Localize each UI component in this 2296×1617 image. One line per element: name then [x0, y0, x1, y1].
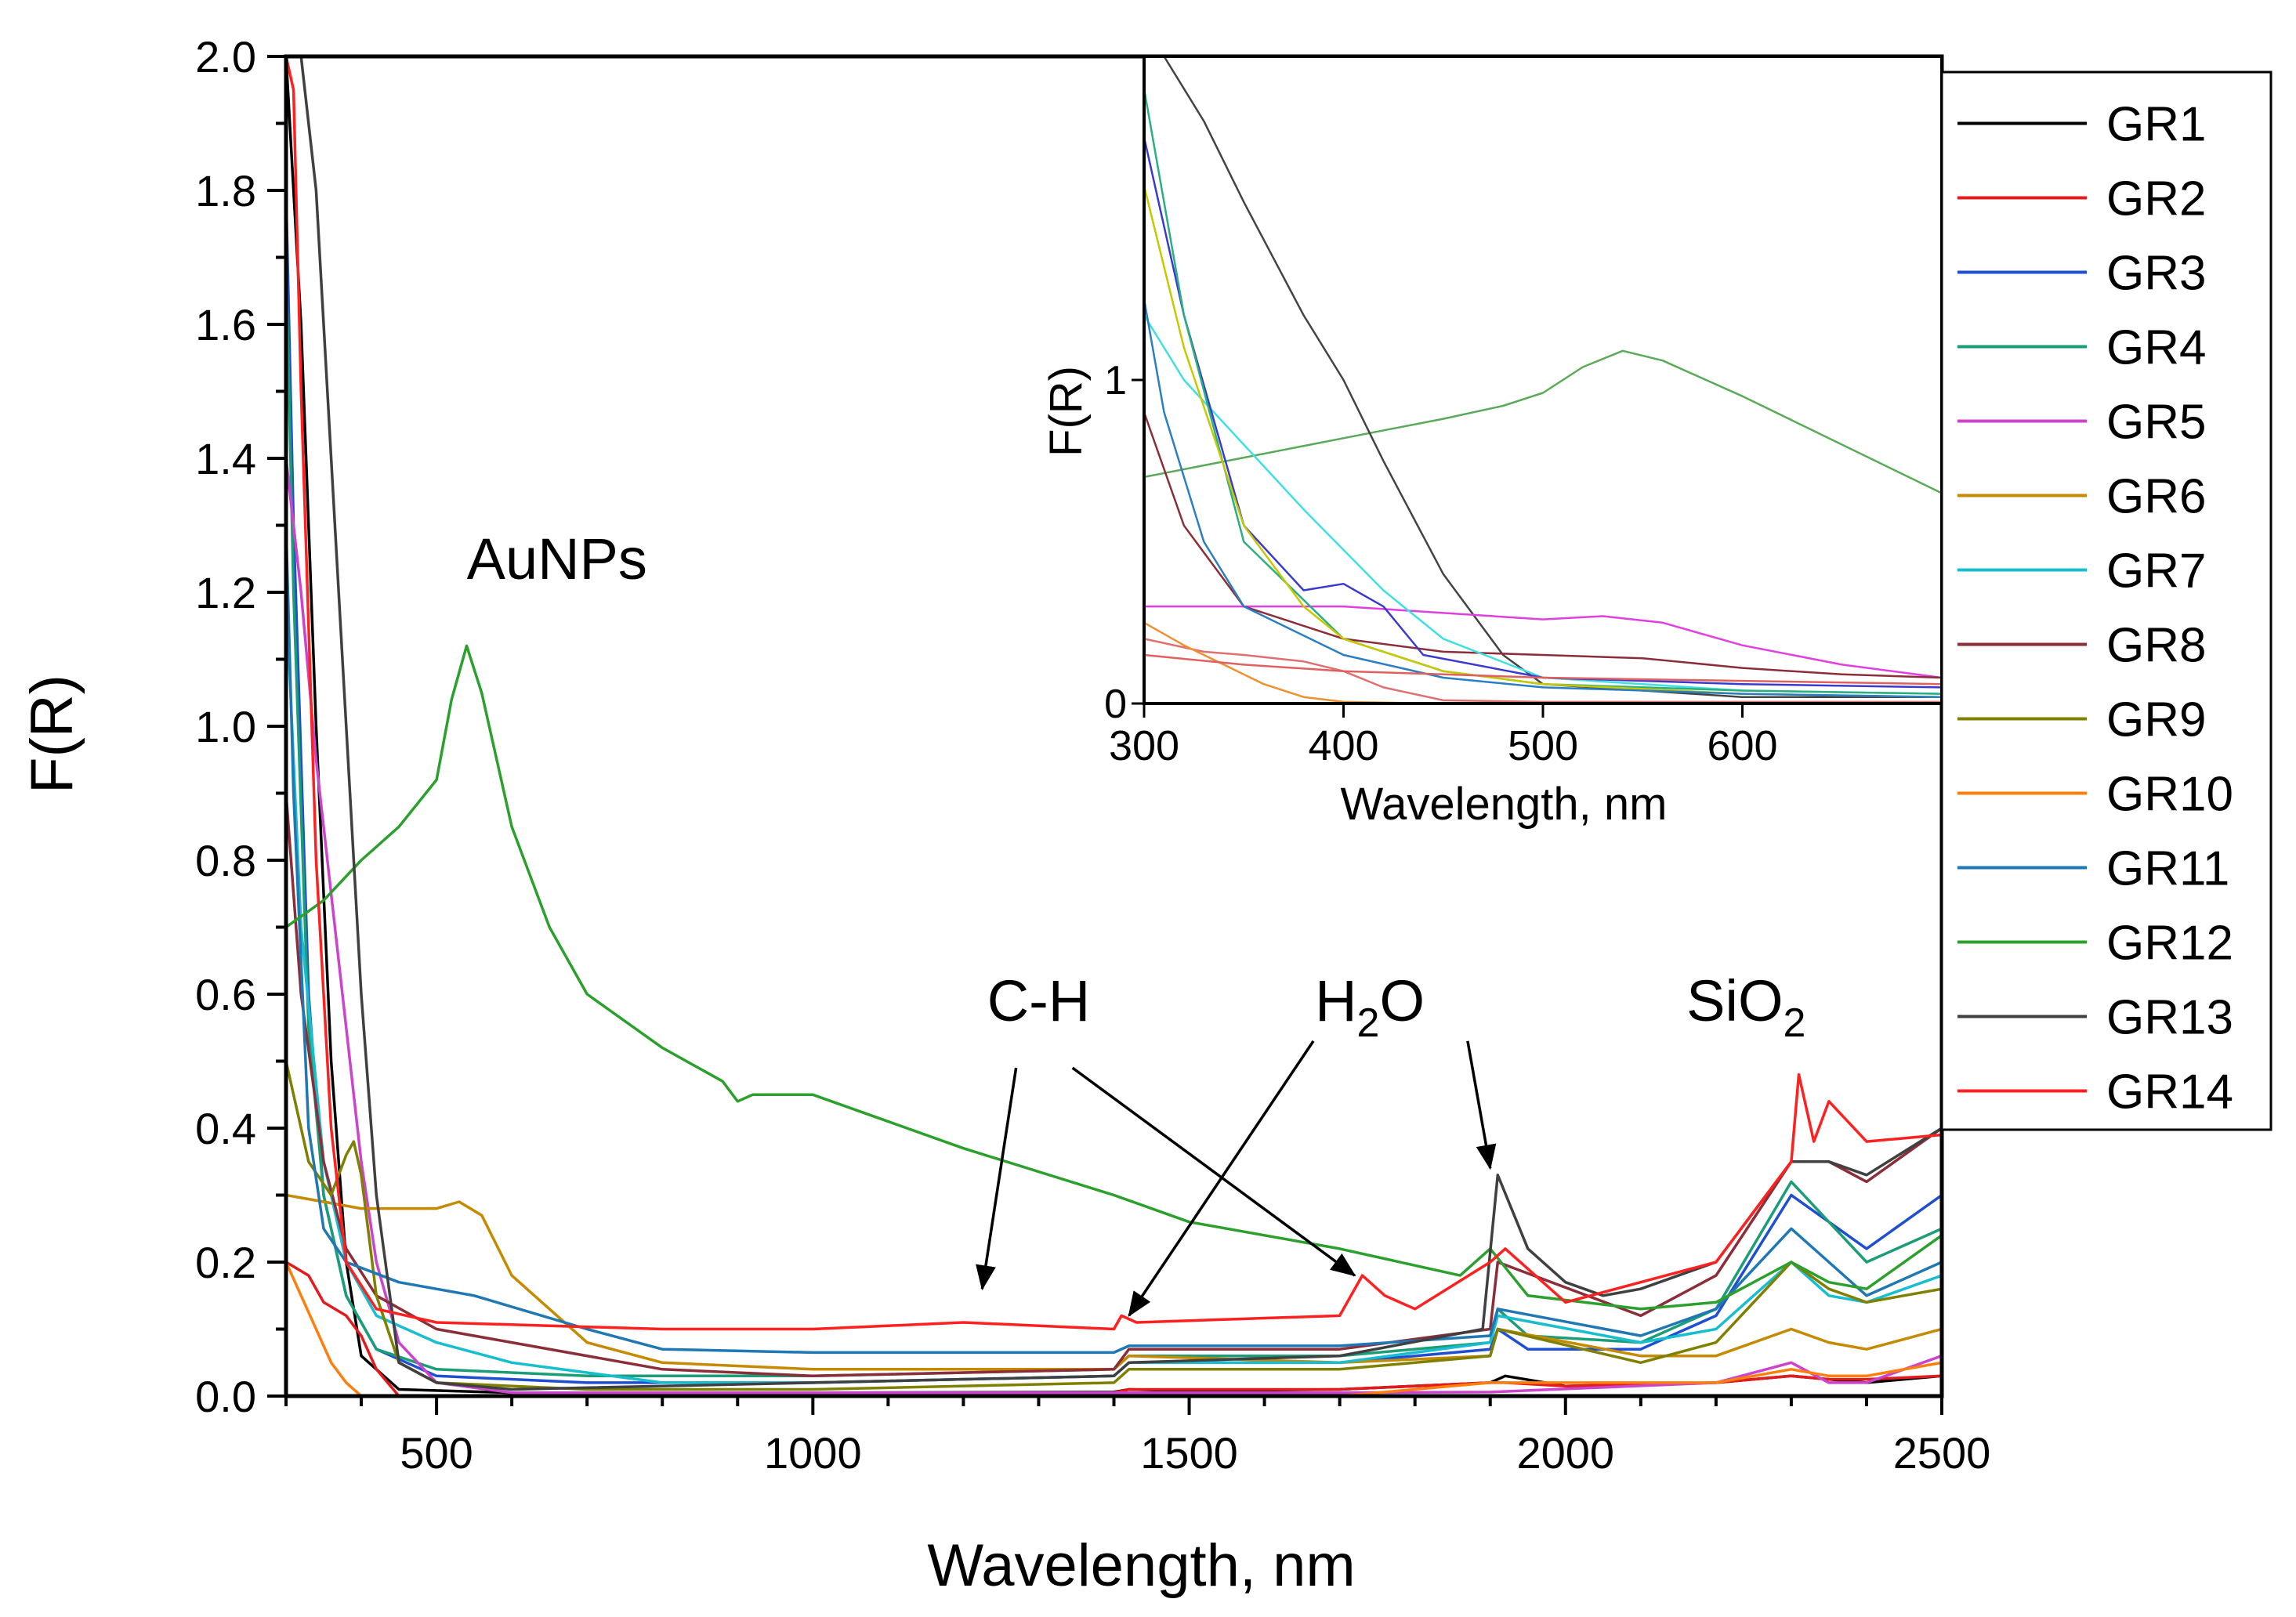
main-series-group [286, 56, 1942, 1396]
legend-label: GR8 [2106, 619, 2206, 673]
inset-x-tick-label: 500 [1508, 722, 1578, 769]
legend-label: GR4 [2106, 321, 2206, 375]
main-y-tick-label: 1.2 [195, 568, 256, 617]
legend-label: GR11 [2106, 842, 2229, 896]
inset-x-tick-label: 600 [1707, 722, 1777, 769]
inset-x-tick-label: 400 [1308, 722, 1378, 769]
main-y-axis-label: F(R) [19, 675, 85, 794]
annotation-arrow-ch [976, 1067, 1018, 1291]
legend-label: GR2 [2106, 172, 2206, 226]
legend-label: GR13 [2106, 991, 2233, 1045]
inset-background [1144, 56, 1942, 704]
inset-series-line-gr9 [1144, 185, 1942, 698]
main-x-tick-label: 1000 [764, 1428, 862, 1478]
annotation-aunps: AuNPs [467, 526, 647, 591]
series-line-gr2 [286, 1261, 1942, 1396]
main-y-tick-label: 2.0 [195, 32, 256, 81]
inset-series-line-gr12 [1144, 349, 1942, 494]
main-y-tick-label: 1.0 [195, 702, 256, 751]
legend-label: GR6 [2106, 470, 2206, 524]
legend-item-gr1: GR1 [1957, 98, 2206, 152]
inset-series-line-gr7 [1144, 314, 1942, 695]
inset-y-tick-label: 0 [1104, 682, 1127, 727]
series-line-gr12 [286, 644, 1942, 1311]
legend-item-gr2: GR2 [1957, 172, 2206, 226]
legend-item-gr8: GR8 [1957, 619, 2206, 673]
legend-item-gr13: GR13 [1957, 991, 2233, 1045]
main-y-axis: 0.0 0.2 0.4 0.6 0.8 1.0 1.2 1.4 1.6 1.8 2.0 [195, 32, 286, 1421]
legend-item-gr10: GR10 [1957, 768, 2233, 822]
annotation-arrow-h2o [1466, 1040, 1497, 1170]
main-y-tick-label: 0.8 [195, 836, 256, 885]
legend-label: GR5 [2106, 396, 2206, 450]
series-line-gr9 [286, 1061, 1942, 1391]
legend-item-gr7: GR7 [1957, 544, 2206, 599]
main-x-tick-label: 1500 [1140, 1428, 1238, 1478]
legend-item-gr5: GR5 [1957, 396, 2206, 450]
annotation-sio2: SiO2 [1686, 968, 1805, 1046]
inset-x-axis-label: Wavelength, nm [1341, 779, 1668, 830]
inset-series-line-gr10 [1144, 621, 1942, 704]
annotation-h2o: H2O [1315, 968, 1425, 1046]
series-line-gr6 [286, 1193, 1942, 1371]
legend-box [1940, 71, 2272, 1131]
inset-series-line-gr11 [1144, 298, 1942, 698]
main-x-tick-label: 2500 [1893, 1428, 1991, 1478]
annotation-arrow-ch [1071, 1066, 1356, 1277]
legend-label: GR10 [2106, 768, 2233, 822]
main-y-tick-label: 0.0 [195, 1372, 256, 1421]
inset-series-line-gr3 [1144, 137, 1942, 689]
legend-item-gr11: GR11 [1957, 842, 2229, 896]
inset-y-tick-label: 1 [1104, 358, 1127, 403]
inset-series-line-gr8 [1144, 411, 1942, 679]
legend-label: GR12 [2106, 917, 2233, 971]
main-y-tick-label: 0.2 [195, 1238, 256, 1287]
legend-item-gr4: GR4 [1957, 321, 2206, 375]
legend-item-gr3: GR3 [1957, 247, 2206, 301]
main-y-tick-label: 1.6 [195, 300, 256, 349]
legend-items: GR1 GR2 GR3 GR4 GR5 GR6 GR7 GR8 GR9 GR10 GR11 GR12 G… [1957, 98, 2233, 1120]
inset-x-tick-label: 300 [1109, 722, 1179, 769]
inset-y-axis-label: F(R) [1041, 366, 1092, 457]
legend-item-gr9: GR9 [1957, 693, 2206, 747]
legend-label: GR7 [2106, 544, 2206, 599]
inset-series-group [1144, 56, 1942, 704]
inset-series-line-gr2 [1144, 638, 1942, 704]
inset-y-axis: 01 [1104, 358, 1144, 727]
main-x-tick-label: 2000 [1516, 1428, 1614, 1478]
series-line-gr10 [286, 1261, 1942, 1396]
main-y-tick-label: 0.4 [195, 1104, 256, 1153]
legend-label: GR3 [2106, 247, 2206, 301]
legend-label: GR14 [2106, 1065, 2233, 1120]
main-x-axis: 500 1000 1500 2000 2500 [284, 1396, 1991, 1478]
main-y-tick-label: 1.8 [195, 166, 256, 215]
main-y-tick-label: 1.4 [195, 434, 256, 483]
legend-item-gr6: GR6 [1957, 470, 2206, 524]
legend-label: GR9 [2106, 693, 2206, 747]
main-y-tick-label: 0.6 [195, 970, 256, 1019]
legend-item-gr12: GR12 [1957, 917, 2233, 971]
inset-plot: 300 400 500 600 01 Wavelength, nm F(R) [1041, 55, 1943, 830]
series-line-gr14 [286, 56, 1942, 1331]
series-line-gr11 [286, 525, 1942, 1355]
main-x-tick-label: 500 [400, 1428, 473, 1478]
inset-series-line-gr5 [1144, 605, 1942, 679]
legend-label: GR1 [2106, 98, 2206, 152]
legend-item-gr14: GR14 [1957, 1065, 2233, 1120]
inset-x-axis: 300 400 500 600 [1109, 704, 1778, 769]
annotation-arrow-h2o [1128, 1040, 1315, 1318]
legend: GR1 GR2 GR3 GR4 GR5 GR6 GR7 GR8 GR9 GR10 GR11 GR12 G… [1940, 71, 2272, 1131]
inset-series-line-gr14 [1144, 653, 1942, 686]
main-x-axis-label: Wavelength, nm [927, 1532, 1355, 1599]
annotation-ch: C-H [987, 968, 1091, 1033]
annotations: AuNPs C-H H2O SiO2 [467, 526, 1805, 1318]
